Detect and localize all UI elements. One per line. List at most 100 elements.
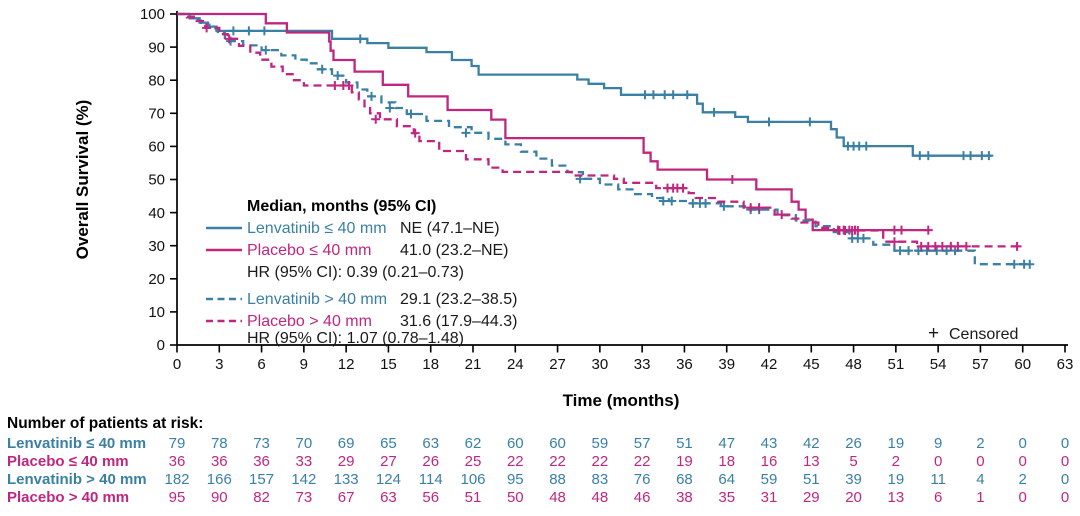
y-tick-label: 60: [148, 139, 165, 156]
censor-plus-icon: [805, 117, 815, 127]
x-axis-ticks: 0 3 6 9 12 15 18 21 24 27 30 33 36 39 42 45 48 51 54 57 60 63: [173, 345, 1073, 373]
risk-count: 106: [460, 471, 485, 488]
y-tick-label: 0: [157, 337, 165, 354]
censor-plus-icon: [224, 34, 234, 44]
x-tick-label: 51: [888, 356, 905, 373]
censor-plus-icon: [1012, 241, 1022, 251]
legend-label-placebo-le40mm: Placebo ≤ 40 mm: [247, 242, 371, 259]
risk-count: 35: [718, 489, 735, 506]
risk-count: 73: [296, 489, 313, 506]
axes: [176, 11, 1068, 346]
risk-count: 59: [592, 435, 609, 452]
x-tick-label: 12: [338, 356, 355, 373]
censor-plus-icon: [355, 34, 365, 44]
legend-median-placebo-le40mm: 41.0 (23.2–NE): [400, 242, 509, 259]
risk-count: 83: [592, 471, 609, 488]
censor-plus-icon: [932, 246, 942, 256]
risk-count: 51: [465, 489, 482, 506]
censor-plus-icon: [410, 128, 420, 138]
risk-table-numbers: 79 78 73 70 69 65 63 62 60 60 59 57 51 47 43 42 26 19 9 2 0 0…: [164, 435, 1069, 506]
risk-count: 9: [934, 435, 942, 452]
risk-count: 46: [634, 489, 651, 506]
survival-step-line: [177, 12, 930, 232]
risk-count: 0: [1019, 489, 1027, 506]
risk-count: 0: [1019, 453, 1027, 470]
risk-count: 56: [422, 489, 439, 506]
risk-count: 69: [338, 435, 355, 452]
risk-count: 63: [380, 489, 397, 506]
risk-count: 19: [676, 453, 693, 470]
censor-plus-icon: [966, 151, 976, 161]
censor-plus-icon: [904, 246, 914, 256]
risk-count: 13: [888, 489, 905, 506]
risk-count: 39: [845, 471, 862, 488]
legend-label-lenvatinib-le40mm: Lenvatinib ≤ 40 mm: [247, 220, 387, 237]
x-tick-label: 30: [592, 356, 609, 373]
risk-count: 0: [1061, 471, 1069, 488]
x-tick-label: 15: [380, 356, 397, 373]
risk-count: 22: [592, 453, 609, 470]
censor-plus-icon: [1009, 259, 1019, 269]
survival-step-line: [177, 12, 1019, 248]
risk-count: 42: [803, 435, 820, 452]
censor-plus-icon: [727, 175, 737, 184]
y-axis-title: Overall Survival (%): [73, 100, 92, 260]
legend: Median, months (95% CI) Lenvatinib ≤ 40 …: [247, 198, 517, 347]
censored-plus-icon: +: [928, 323, 939, 344]
risk-count: 0: [1061, 435, 1069, 452]
risk-count: 142: [291, 471, 316, 488]
x-tick-label: 33: [634, 356, 651, 373]
survival-step-line: [177, 12, 992, 157]
censor-plus-icon: [385, 103, 395, 113]
risk-count: 6: [934, 489, 942, 506]
censor-plus-icon: [261, 45, 271, 55]
censor-plus-icon: [861, 141, 871, 151]
risk-count: 63: [422, 435, 439, 452]
x-tick-label: 45: [803, 356, 820, 373]
x-tick-label: 36: [676, 356, 693, 373]
risk-count: 38: [676, 489, 693, 506]
legend-median-lenvatinib-gt40mm: 29.1 (23.2–38.5): [400, 291, 517, 308]
risk-count: 0: [1061, 489, 1069, 506]
risk-count: 65: [380, 435, 397, 452]
risk-row-label-lenvatinib-le40mm: Lenvatinib ≤ 40 mm: [7, 435, 146, 452]
risk-count: 11: [930, 471, 946, 488]
risk-count: 16: [761, 453, 778, 470]
x-tick-label: 54: [930, 356, 947, 373]
censor-plus-icon: [922, 246, 932, 256]
risk-count: 0: [934, 453, 942, 470]
x-axis-title: Time (months): [563, 391, 680, 410]
risk-count: 47: [718, 435, 735, 452]
risk-count: 33: [296, 453, 313, 470]
censor-plus-icon: [923, 151, 933, 161]
censor-plus-icon: [746, 203, 756, 213]
legend-median-placebo-gt40mm: 31.6 (17.9–44.3): [400, 313, 517, 330]
y-tick-label: 50: [148, 172, 165, 189]
curve-lenvatinib-40-mm: [177, 12, 994, 161]
risk-count: 5: [849, 453, 857, 470]
x-tick-label: 60: [1014, 356, 1031, 373]
risk-count: 124: [376, 471, 401, 488]
risk-count: 22: [634, 453, 651, 470]
risk-count: 31: [761, 489, 778, 506]
censor-plus-icon: [333, 71, 343, 81]
y-tick-label: 20: [148, 271, 165, 288]
risk-count: 79: [169, 435, 186, 452]
censor-plus-icon: [667, 196, 677, 206]
risk-count: 166: [207, 471, 232, 488]
risk-count: 36: [253, 453, 270, 470]
risk-count: 29: [803, 489, 820, 506]
legend-swatches: [206, 226, 242, 323]
risk-count: 48: [549, 489, 566, 506]
censor-plus-icon: [953, 241, 963, 251]
censor-plus-icon: [330, 80, 340, 90]
y-tick-label: 40: [148, 205, 165, 222]
risk-count: 68: [676, 471, 693, 488]
risk-count: 114: [419, 471, 443, 488]
risk-count: 26: [422, 453, 439, 470]
risk-row-label-placebo-gt40mm: Placebo > 40 mm: [7, 489, 129, 506]
risk-count: 62: [465, 435, 482, 452]
censor-plus-icon: [371, 114, 381, 124]
